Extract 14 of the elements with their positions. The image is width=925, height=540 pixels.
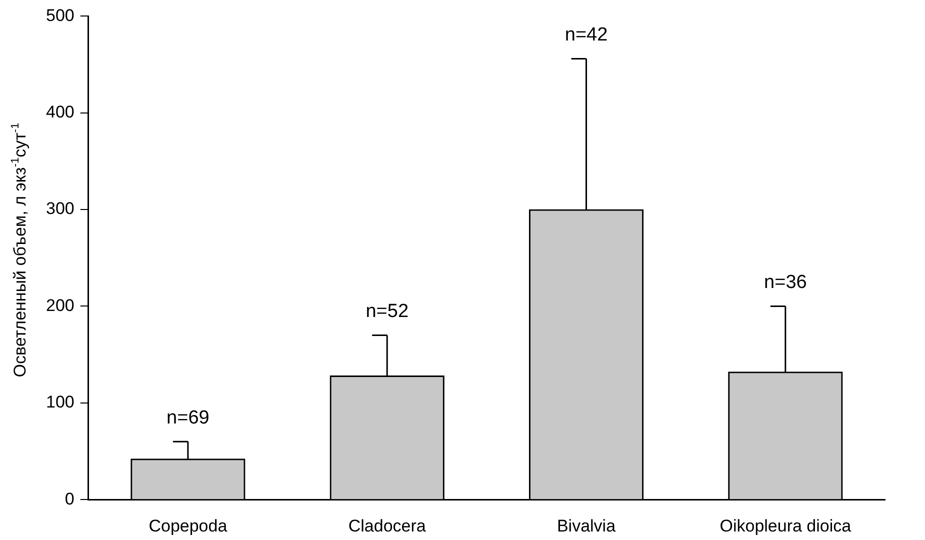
x-tick-label: Cladocera [348,516,426,536]
annotation: n=42 [564,24,608,46]
annotation: n=52 [366,300,408,322]
y-tick-label: 500 [46,6,74,25]
y-tick-label: 400 [46,102,74,122]
y-tick-label: 100 [46,392,74,412]
annotation: n=69 [166,407,210,428]
y-tick-label: 300 [46,199,74,218]
x-tick-label: Copepoda [148,516,228,536]
x-tick-label: Bivalvia [556,516,616,536]
annotation: n=36 [764,272,807,293]
y-tick-label: 200 [46,296,74,315]
x-tick-label: Oikopleura dioica [720,516,852,536]
y-tick-label: 0 [64,489,74,508]
